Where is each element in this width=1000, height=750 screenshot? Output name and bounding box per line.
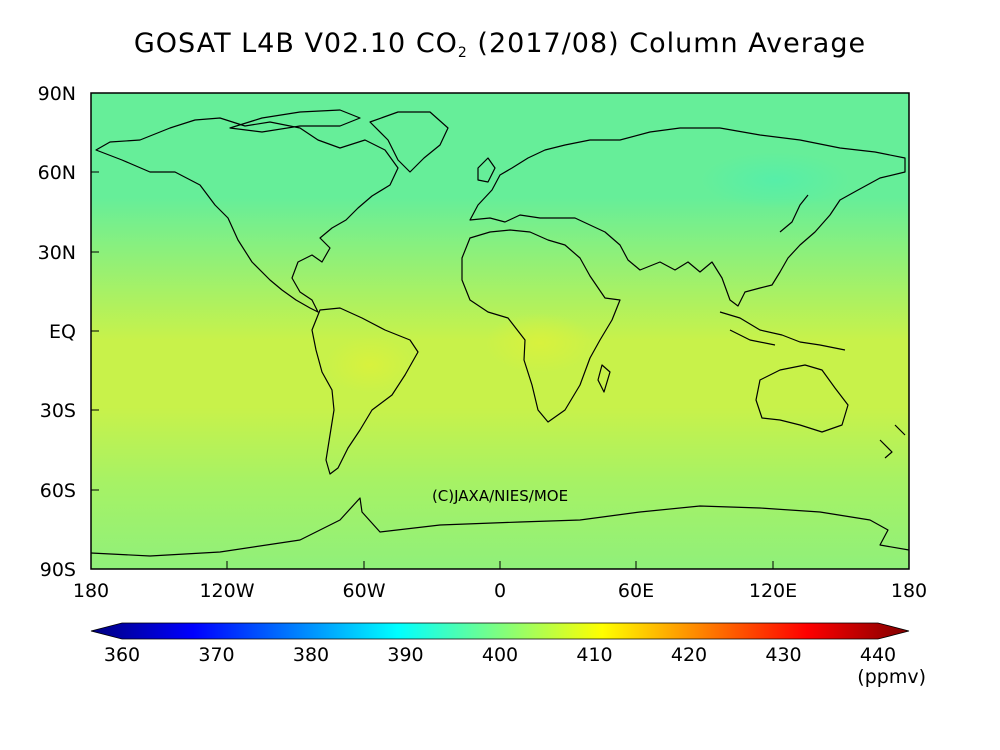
y-tick-label: 60S [40, 480, 76, 502]
colorbar-tick-label: 400 [482, 644, 518, 666]
colorbar-tick-label: 410 [576, 644, 612, 666]
coastlines [90, 109, 910, 557]
colorbar-tick-label: 380 [293, 644, 329, 666]
colorbar-tick-label: 430 [765, 644, 801, 666]
colorbar-tick-label: 360 [104, 644, 140, 666]
coast-indonesia [719, 311, 846, 351]
credit-label: (C)JAXA/NIES/MOE [432, 487, 568, 505]
coast-eurasia [469, 127, 906, 307]
colorbar-tick-label: 420 [671, 644, 707, 666]
x-tick-label: 60W [343, 580, 386, 602]
x-tick-label: 0 [494, 580, 506, 602]
y-axis: 90N 60N 30N EQ 30S 60S 90S [38, 83, 99, 581]
x-tick-label: 120E [749, 580, 797, 602]
x-axis: 180 120W 60W 0 60E 120E 180 [73, 561, 927, 602]
colorbar-tick-label: 390 [387, 644, 423, 666]
map-title: GOSAT L4B V02.10 CO2 (2017/08) Column Av… [133, 28, 867, 61]
coast-africa [461, 229, 621, 423]
colorbar-unit: (ppmv) [857, 666, 926, 688]
colorbar-tick-label: 370 [198, 644, 234, 666]
coast-antarctica [90, 497, 910, 557]
coast-south-america [311, 307, 419, 475]
x-tick-label: 180 [73, 580, 109, 602]
x-tick-label: 60E [618, 580, 654, 602]
x-tick-label: 180 [891, 580, 927, 602]
coast-madagascar [597, 364, 611, 393]
coast-arctic-islands [229, 109, 361, 133]
coast-uk [477, 157, 496, 183]
colorbar: 360 370 380 390 400 410 420 430 440 (ppmv) [90, 622, 926, 688]
coast-greenland [369, 111, 449, 173]
y-tick-label: 90N [38, 83, 76, 105]
coast-australia [755, 364, 849, 433]
y-tick-label: EQ [49, 321, 76, 343]
y-tick-label: 90S [40, 559, 76, 581]
southamerica-high-region [325, 337, 415, 393]
x-tick-label: 120W [199, 580, 254, 602]
colorbar-tick-label: 440 [860, 644, 896, 666]
africa-high-region [485, 313, 595, 373]
y-tick-label: 30S [40, 400, 76, 422]
y-tick-label: 60N [38, 162, 76, 184]
coast-new-zealand [879, 424, 906, 459]
colorbar-body [90, 622, 910, 640]
y-tick-label: 30N [38, 242, 76, 264]
coast-japan [779, 194, 809, 233]
siberia-low-region [700, 152, 850, 208]
coast-north-america [95, 117, 399, 313]
